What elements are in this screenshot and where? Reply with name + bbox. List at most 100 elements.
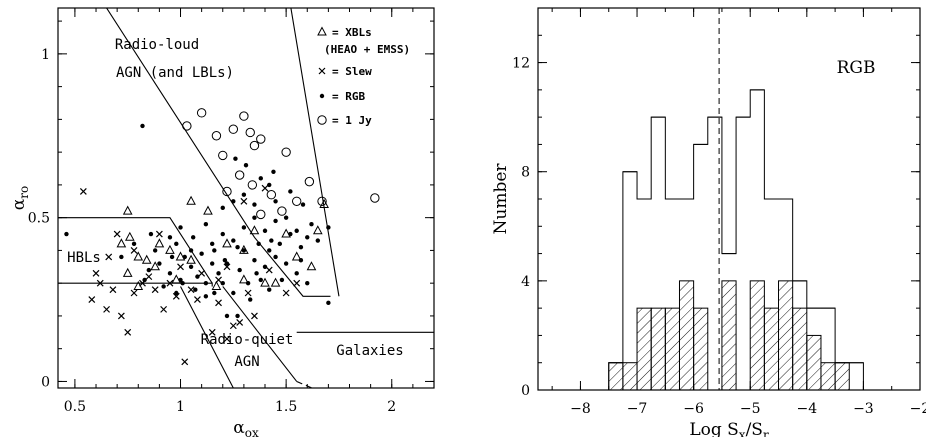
- y-tick-label: 4: [521, 274, 530, 290]
- point-dot: [309, 222, 314, 227]
- scatter-panel: 0.5 1 1.5 2 0 0.5 1 αox αro Radio-loud AGN (and LB…: [9, 7, 435, 437]
- y-tick-label: 8: [521, 165, 530, 181]
- point-cross: [215, 276, 222, 284]
- point-dot: [262, 228, 268, 233]
- point-dot: [267, 248, 272, 253]
- legend-symbol-dot: [319, 93, 325, 99]
- point-cross: [166, 279, 174, 287]
- hatched-bar: [806, 334, 822, 391]
- x-axis-label: Log Sx/Sr: [689, 420, 769, 437]
- point-triangle: [186, 195, 196, 205]
- point-dot: [180, 280, 185, 286]
- point-circle: [228, 124, 239, 134]
- point-dot: [277, 241, 282, 247]
- point-dot: [305, 235, 310, 240]
- point-dot: [157, 261, 162, 266]
- x-tick-label: −4: [796, 401, 817, 417]
- point-dot: [233, 156, 238, 161]
- point-cross: [193, 296, 201, 303]
- region-label-galaxies: Galaxies: [336, 343, 403, 359]
- hatched-bar: [622, 362, 638, 391]
- point-triangle: [165, 244, 175, 254]
- point-dot: [269, 238, 274, 243]
- point-cross: [223, 263, 231, 271]
- point-circle: [196, 108, 207, 118]
- point-cross: [265, 266, 273, 274]
- x-tick-label: −2: [910, 401, 926, 417]
- point-dot: [237, 267, 242, 273]
- point-dot: [298, 244, 304, 250]
- region-label-radio-quiet: Radio-quiet: [201, 332, 294, 348]
- point-cross: [139, 279, 146, 287]
- boundary-radio-loud-right: [290, 8, 340, 297]
- point-circle: [245, 127, 255, 138]
- point-cross: [130, 246, 138, 254]
- point-cross: [181, 358, 189, 366]
- point-triangle: [239, 244, 249, 254]
- point-cross: [177, 263, 184, 271]
- hatched-bar: [664, 307, 680, 391]
- point-triangle: [175, 251, 186, 261]
- point-triangle: [150, 261, 161, 271]
- y-tick-label: 0.5: [28, 211, 50, 227]
- point-dot: [271, 169, 276, 174]
- point-dot: [256, 241, 261, 247]
- region-label-agn: AGN: [234, 354, 259, 370]
- point-dot: [283, 215, 289, 220]
- point-dot: [152, 248, 158, 253]
- histogram-panel: −8 −7 −6 −5 −4 −3 −2 0 4 8 12 RGB Log Sx/Sr Number: [491, 7, 926, 437]
- region-label-agn-lbl: AGN (and LBLs): [116, 65, 234, 81]
- point-cross: [88, 296, 96, 303]
- y-tick-label: 0: [521, 383, 530, 399]
- point-triangle: [312, 225, 323, 235]
- y-axis-label: αro: [9, 186, 31, 210]
- point-cross: [282, 289, 290, 297]
- point-dot: [326, 300, 331, 306]
- point-cross: [124, 328, 132, 336]
- legend-label-cross: = Slew: [332, 65, 372, 78]
- point-dot: [273, 218, 278, 224]
- point-dot: [167, 271, 173, 276]
- point-dot: [273, 254, 278, 260]
- histogram-title: RGB: [837, 58, 876, 78]
- point-cross: [96, 279, 104, 287]
- point-dot: [235, 244, 240, 250]
- point-dot: [203, 222, 209, 227]
- legend-symbol-cross: [318, 67, 326, 75]
- point-dot: [131, 241, 137, 247]
- point-circle: [281, 147, 291, 157]
- x-tick-label: 1.5: [275, 399, 297, 415]
- point-dot: [283, 261, 289, 266]
- point-dot: [315, 238, 321, 243]
- point-dot: [273, 199, 278, 204]
- point-cross: [236, 319, 244, 326]
- y-axis-label: Number: [491, 163, 511, 235]
- point-circle: [218, 150, 228, 161]
- point-dot: [252, 258, 257, 263]
- x-tick-label: −7: [627, 401, 648, 417]
- point-dot: [231, 238, 236, 243]
- point-dot: [174, 241, 179, 247]
- point-triangle: [306, 261, 317, 271]
- point-dot: [222, 258, 228, 263]
- x-tick-label: −6: [683, 401, 704, 417]
- hatched-bar: [608, 362, 624, 391]
- point-dot: [224, 261, 230, 266]
- boundary-hbl-top: [58, 217, 213, 284]
- point-circle: [247, 180, 258, 190]
- point-dot: [188, 248, 194, 253]
- boundary-radio-quiet-right: [222, 286, 298, 382]
- point-cross: [105, 253, 113, 261]
- point-circle: [256, 209, 266, 220]
- point-triangle: [260, 277, 270, 287]
- point-cross: [261, 184, 269, 192]
- point-triangle: [249, 225, 260, 235]
- hatched-bar: [721, 280, 737, 391]
- point-dot: [267, 287, 272, 292]
- point-dot: [146, 267, 152, 273]
- legend-label-circle: = 1 Jy: [332, 114, 372, 127]
- point-triangle: [186, 254, 196, 264]
- point-triangle: [203, 205, 213, 215]
- point-cross: [113, 230, 121, 238]
- region-boundaries: [58, 8, 434, 388]
